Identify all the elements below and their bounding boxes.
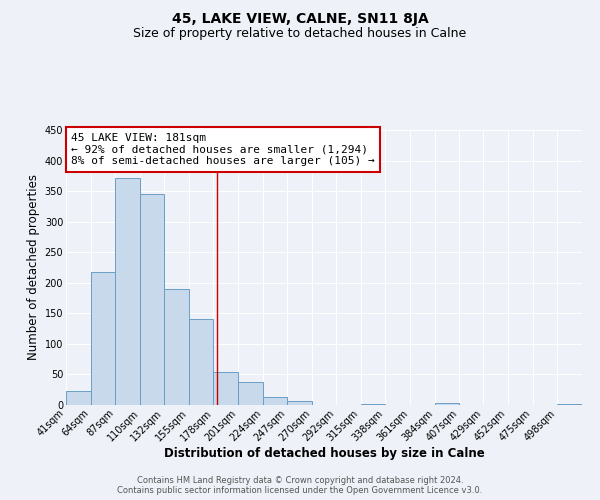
Bar [91,272,115,405]
Bar [435,403,460,405]
Bar [66,391,91,405]
Text: 45 LAKE VIEW: 181sqm
← 92% of detached houses are smaller (1,294)
8% of semi-det: 45 LAKE VIEW: 181sqm ← 92% of detached h… [71,132,375,166]
Bar [287,402,312,405]
Bar [557,404,582,405]
Text: Size of property relative to detached houses in Calne: Size of property relative to detached ho… [133,28,467,40]
Text: 45, LAKE VIEW, CALNE, SN11 8JA: 45, LAKE VIEW, CALNE, SN11 8JA [172,12,428,26]
Bar [361,404,385,405]
Bar [115,178,140,405]
Bar [164,289,188,405]
Bar [263,397,287,405]
X-axis label: Distribution of detached houses by size in Calne: Distribution of detached houses by size … [164,447,484,460]
Bar [213,372,238,405]
Bar [238,382,263,405]
Bar [188,319,213,405]
Text: Contains HM Land Registry data © Crown copyright and database right 2024.
Contai: Contains HM Land Registry data © Crown c… [118,476,482,495]
Y-axis label: Number of detached properties: Number of detached properties [28,174,40,360]
Bar [140,194,164,405]
